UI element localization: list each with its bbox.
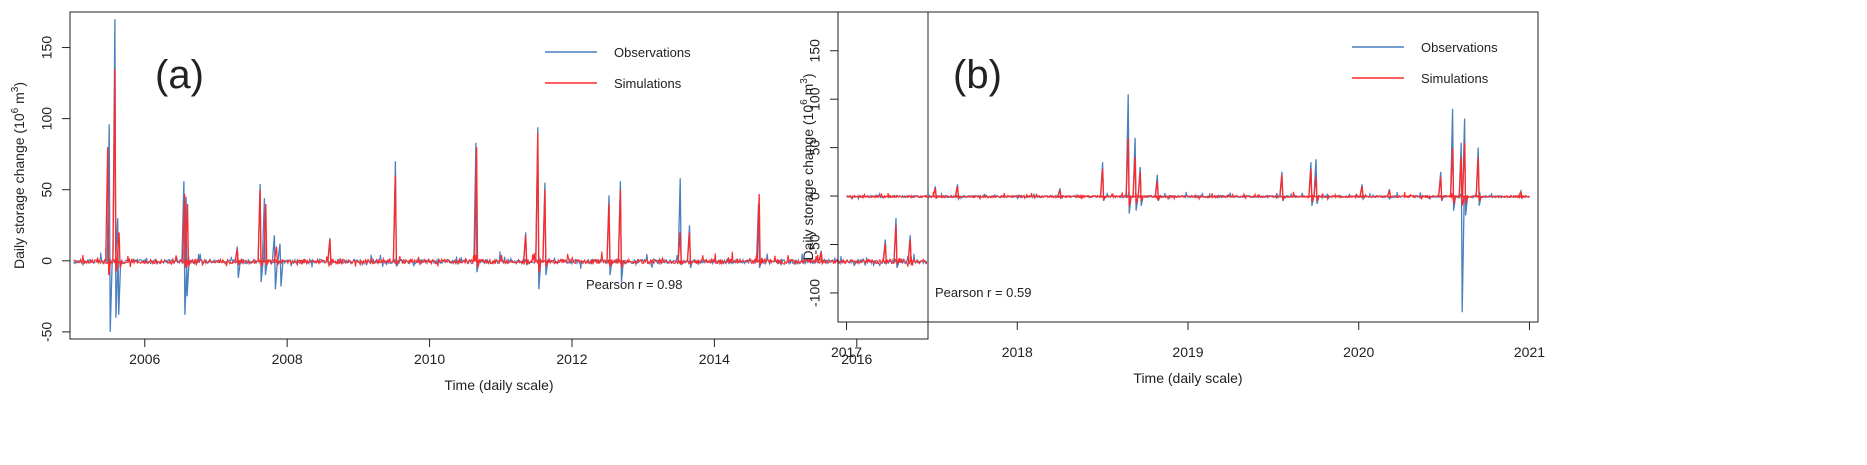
series-spike bbox=[1518, 190, 1525, 198]
y-tick-label: 50 bbox=[39, 182, 55, 198]
series-spike bbox=[756, 193, 763, 266]
series-spike bbox=[1461, 142, 1469, 204]
chart-b: 2017 2018 2019 2020 2021 -100 -50 0 50 100 150 Time… bbox=[799, 11, 1545, 386]
y-tick-label: 100 bbox=[39, 107, 55, 131]
series-spike bbox=[115, 218, 122, 315]
panel-label: (b) bbox=[953, 53, 1002, 97]
x-tick-label: 2017 bbox=[831, 344, 862, 360]
series-spike bbox=[542, 189, 549, 267]
series-spike bbox=[1386, 188, 1393, 198]
series-spike bbox=[818, 252, 825, 264]
pearson-annotation: Pearson r = 0.59 bbox=[935, 285, 1031, 300]
series-spike bbox=[1137, 171, 1144, 202]
series-spike bbox=[327, 239, 334, 266]
series-spike bbox=[105, 147, 112, 276]
series-spike bbox=[932, 188, 939, 200]
legend: Observations Simulations bbox=[1352, 40, 1498, 86]
series-spike bbox=[257, 189, 264, 267]
legend: Observations Simulations bbox=[545, 45, 691, 91]
plot-frame bbox=[69, 11, 929, 340]
series-spike bbox=[606, 203, 613, 267]
series-spike bbox=[893, 225, 900, 266]
series-spike bbox=[535, 132, 542, 273]
y-axis-label: Daily storage change (106 m3) bbox=[10, 82, 27, 269]
y-tick-label: -100 bbox=[807, 279, 823, 307]
series-spike bbox=[1057, 190, 1064, 200]
series-spike bbox=[523, 235, 530, 266]
series-spike bbox=[1458, 157, 1465, 206]
series-spike bbox=[116, 232, 123, 269]
y-tick-label: 0 bbox=[807, 192, 823, 200]
series-baseline bbox=[73, 251, 927, 268]
x-tick-label: 2014 bbox=[699, 351, 730, 367]
y-tick-label: 100 bbox=[807, 87, 823, 111]
series-spike bbox=[907, 239, 914, 266]
x-axis-label: Time (daily scale) bbox=[444, 377, 553, 393]
series-spike bbox=[954, 186, 961, 200]
series-spike bbox=[1438, 176, 1445, 201]
series-spike bbox=[686, 232, 694, 266]
y-tick-label: 50 bbox=[807, 140, 823, 156]
series-baseline bbox=[846, 191, 1530, 202]
x-tick-label: 2016 bbox=[841, 351, 872, 367]
series-spike bbox=[1132, 157, 1139, 204]
series-observations bbox=[846, 94, 1530, 313]
x-tick-label: 2008 bbox=[272, 351, 303, 367]
series-spike bbox=[1125, 137, 1132, 206]
x-tick-label: 2019 bbox=[1172, 344, 1203, 360]
series-simulations bbox=[846, 137, 1530, 206]
y-axis-label: Daily storage change (106 m3) bbox=[799, 73, 816, 260]
series-spike bbox=[273, 246, 281, 266]
series-spike bbox=[1449, 147, 1457, 204]
x-tick-label: 2012 bbox=[556, 351, 587, 367]
series-spike bbox=[184, 203, 192, 267]
series-spike bbox=[617, 189, 625, 269]
series-spike bbox=[1359, 186, 1366, 200]
series-spike bbox=[112, 68, 119, 273]
x-tick-label: 2020 bbox=[1343, 344, 1374, 360]
pearson-annotation: Pearson r = 0.98 bbox=[586, 277, 682, 292]
series-simulations bbox=[73, 68, 927, 276]
plot-frame bbox=[837, 11, 1539, 323]
x-tick-label: 2018 bbox=[1002, 344, 1033, 360]
legend-label: Observations bbox=[614, 45, 691, 60]
series-spike bbox=[473, 147, 481, 269]
series-spike bbox=[181, 193, 189, 269]
y-tick-label: -50 bbox=[807, 234, 823, 254]
legend-label: Simulations bbox=[1421, 71, 1489, 86]
series-spike bbox=[1154, 181, 1161, 201]
y-tick-label: 150 bbox=[39, 36, 55, 60]
x-axis-label: Time (daily scale) bbox=[1133, 370, 1242, 386]
series-spike bbox=[392, 175, 399, 266]
series-spike bbox=[882, 243, 889, 264]
y-tick-label: 0 bbox=[39, 257, 55, 265]
series-spike bbox=[1313, 176, 1320, 202]
series-spike bbox=[1279, 174, 1286, 201]
series-spike bbox=[263, 203, 270, 266]
series-spike bbox=[677, 232, 684, 266]
legend-label: Observations bbox=[1421, 40, 1498, 55]
y-tick-label: -50 bbox=[39, 322, 55, 342]
x-tick-label: 2006 bbox=[129, 351, 160, 367]
chart-a: 2006 2008 2010 2012 2014 2016 -50 0 50 100 150 Time… bbox=[10, 11, 929, 393]
series-spike bbox=[1308, 168, 1315, 203]
series-spike bbox=[234, 249, 241, 266]
series-spike bbox=[1475, 157, 1482, 202]
series-spike bbox=[277, 243, 284, 287]
legend-label: Simulations bbox=[614, 76, 682, 91]
y-tick-label: 150 bbox=[807, 39, 823, 63]
series-spike bbox=[1099, 168, 1107, 201]
x-tick-label: 2010 bbox=[414, 351, 445, 367]
x-tick-label: 2021 bbox=[1514, 344, 1545, 360]
panel-label: (a) bbox=[155, 53, 204, 97]
